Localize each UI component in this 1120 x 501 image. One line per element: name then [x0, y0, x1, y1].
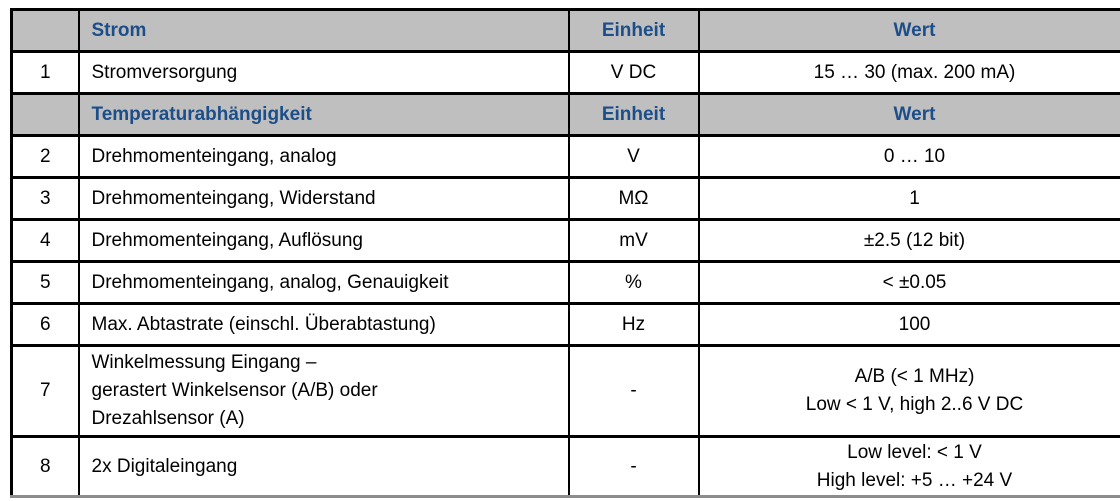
spec-table: Strom Einheit Wert 1 Stromversorgung V D…: [10, 8, 1120, 498]
row-label: Stromversorgung: [77, 50, 569, 95]
table-row: 6 Max. Abtastrate (einschl. Überabtastun…: [10, 302, 1120, 347]
column-header-wert: Wert: [697, 92, 1120, 137]
row-number: 3: [10, 176, 79, 221]
row-label-multiline: Winkelmessung Eingang – gerastert Winkel…: [77, 344, 569, 438]
column-header-einheit: Einheit: [567, 92, 699, 137]
row-unit: Hz: [567, 302, 699, 347]
row-unit: -: [567, 435, 699, 498]
table-row: 4 Drehmomenteingang, Auflösung mV ±2.5 (…: [10, 218, 1120, 263]
row-label: Drehmomenteingang, analog, Genauigkeit: [77, 260, 569, 305]
row-value: 1: [697, 176, 1120, 221]
header-num-cell: [10, 92, 79, 137]
row-label: 2x Digitaleingang: [77, 435, 569, 498]
row-unit: %: [567, 260, 699, 305]
row-number: 6: [10, 302, 79, 347]
column-header-wert: Wert: [697, 8, 1120, 53]
row-value-multiline: Low level: < 1 V High level: +5 … +24 V: [697, 435, 1120, 498]
row-value: 100: [697, 302, 1120, 347]
row-unit: -: [567, 344, 699, 438]
row-number: 2: [10, 134, 79, 179]
column-header-einheit: Einheit: [567, 8, 699, 53]
row-label: Drehmomenteingang, Widerstand: [77, 176, 569, 221]
row-value-line: Low < 1 V, high 2..6 V DC: [805, 394, 1024, 415]
row-number: 1: [10, 50, 79, 95]
row-value: < ±0.05: [697, 260, 1120, 305]
row-number: 4: [10, 218, 79, 263]
header-num-cell: [10, 8, 79, 53]
row-value: 15 … 30 (max. 200 mA): [697, 50, 1120, 95]
row-number: 7: [10, 344, 79, 438]
row-unit: V: [567, 134, 699, 179]
row-value: ±2.5 (12 bit): [697, 218, 1120, 263]
row-label: Drehmomenteingang, analog: [77, 134, 569, 179]
section-title: Temperaturabhängigkeit: [77, 92, 569, 137]
row-value-line: Low level: < 1 V: [847, 441, 982, 463]
row-label-line: gerastert Winkelsensor (A/B) oder: [91, 380, 378, 401]
row-value-multiline: A/B (< 1 MHz) Low < 1 V, high 2..6 V DC: [697, 344, 1120, 438]
row-number: 5: [10, 260, 79, 305]
row-label-line: Winkelmessung Eingang –: [91, 352, 317, 373]
row-label-line: Drezahlsensor (A): [91, 408, 245, 429]
table-row: 1 Stromversorgung V DC 15 … 30 (max. 200…: [10, 50, 1120, 95]
table-row: 5 Drehmomenteingang, analog, Genauigkeit…: [10, 260, 1120, 305]
row-label: Max. Abtastrate (einschl. Überabtastung): [77, 302, 569, 347]
row-label: Drehmomenteingang, Auflösung: [77, 218, 569, 263]
section-title: Strom: [77, 8, 569, 53]
table-row: 2 Drehmomenteingang, analog V 0 … 10: [10, 134, 1120, 179]
row-value-line: A/B (< 1 MHz): [854, 366, 975, 387]
row-value: 0 … 10: [697, 134, 1120, 179]
row-number: 8: [10, 435, 79, 498]
section-header-temperatur: Temperaturabhängigkeit Einheit Wert: [10, 92, 1120, 137]
table-row: 3 Drehmomenteingang, Widerstand MΩ 1: [10, 176, 1120, 221]
row-unit: V DC: [567, 50, 699, 95]
section-header-strom: Strom Einheit Wert: [10, 8, 1120, 53]
row-value-line: High level: +5 … +24 V: [816, 469, 1013, 491]
table-row: 8 2x Digitaleingang - Low level: < 1 V H…: [10, 435, 1120, 498]
table-row: 7 Winkelmessung Eingang – gerastert Wink…: [10, 344, 1120, 438]
row-unit: mV: [567, 218, 699, 263]
row-unit: MΩ: [567, 176, 699, 221]
